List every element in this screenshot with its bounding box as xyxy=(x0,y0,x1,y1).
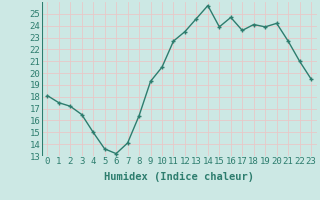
X-axis label: Humidex (Indice chaleur): Humidex (Indice chaleur) xyxy=(104,172,254,182)
